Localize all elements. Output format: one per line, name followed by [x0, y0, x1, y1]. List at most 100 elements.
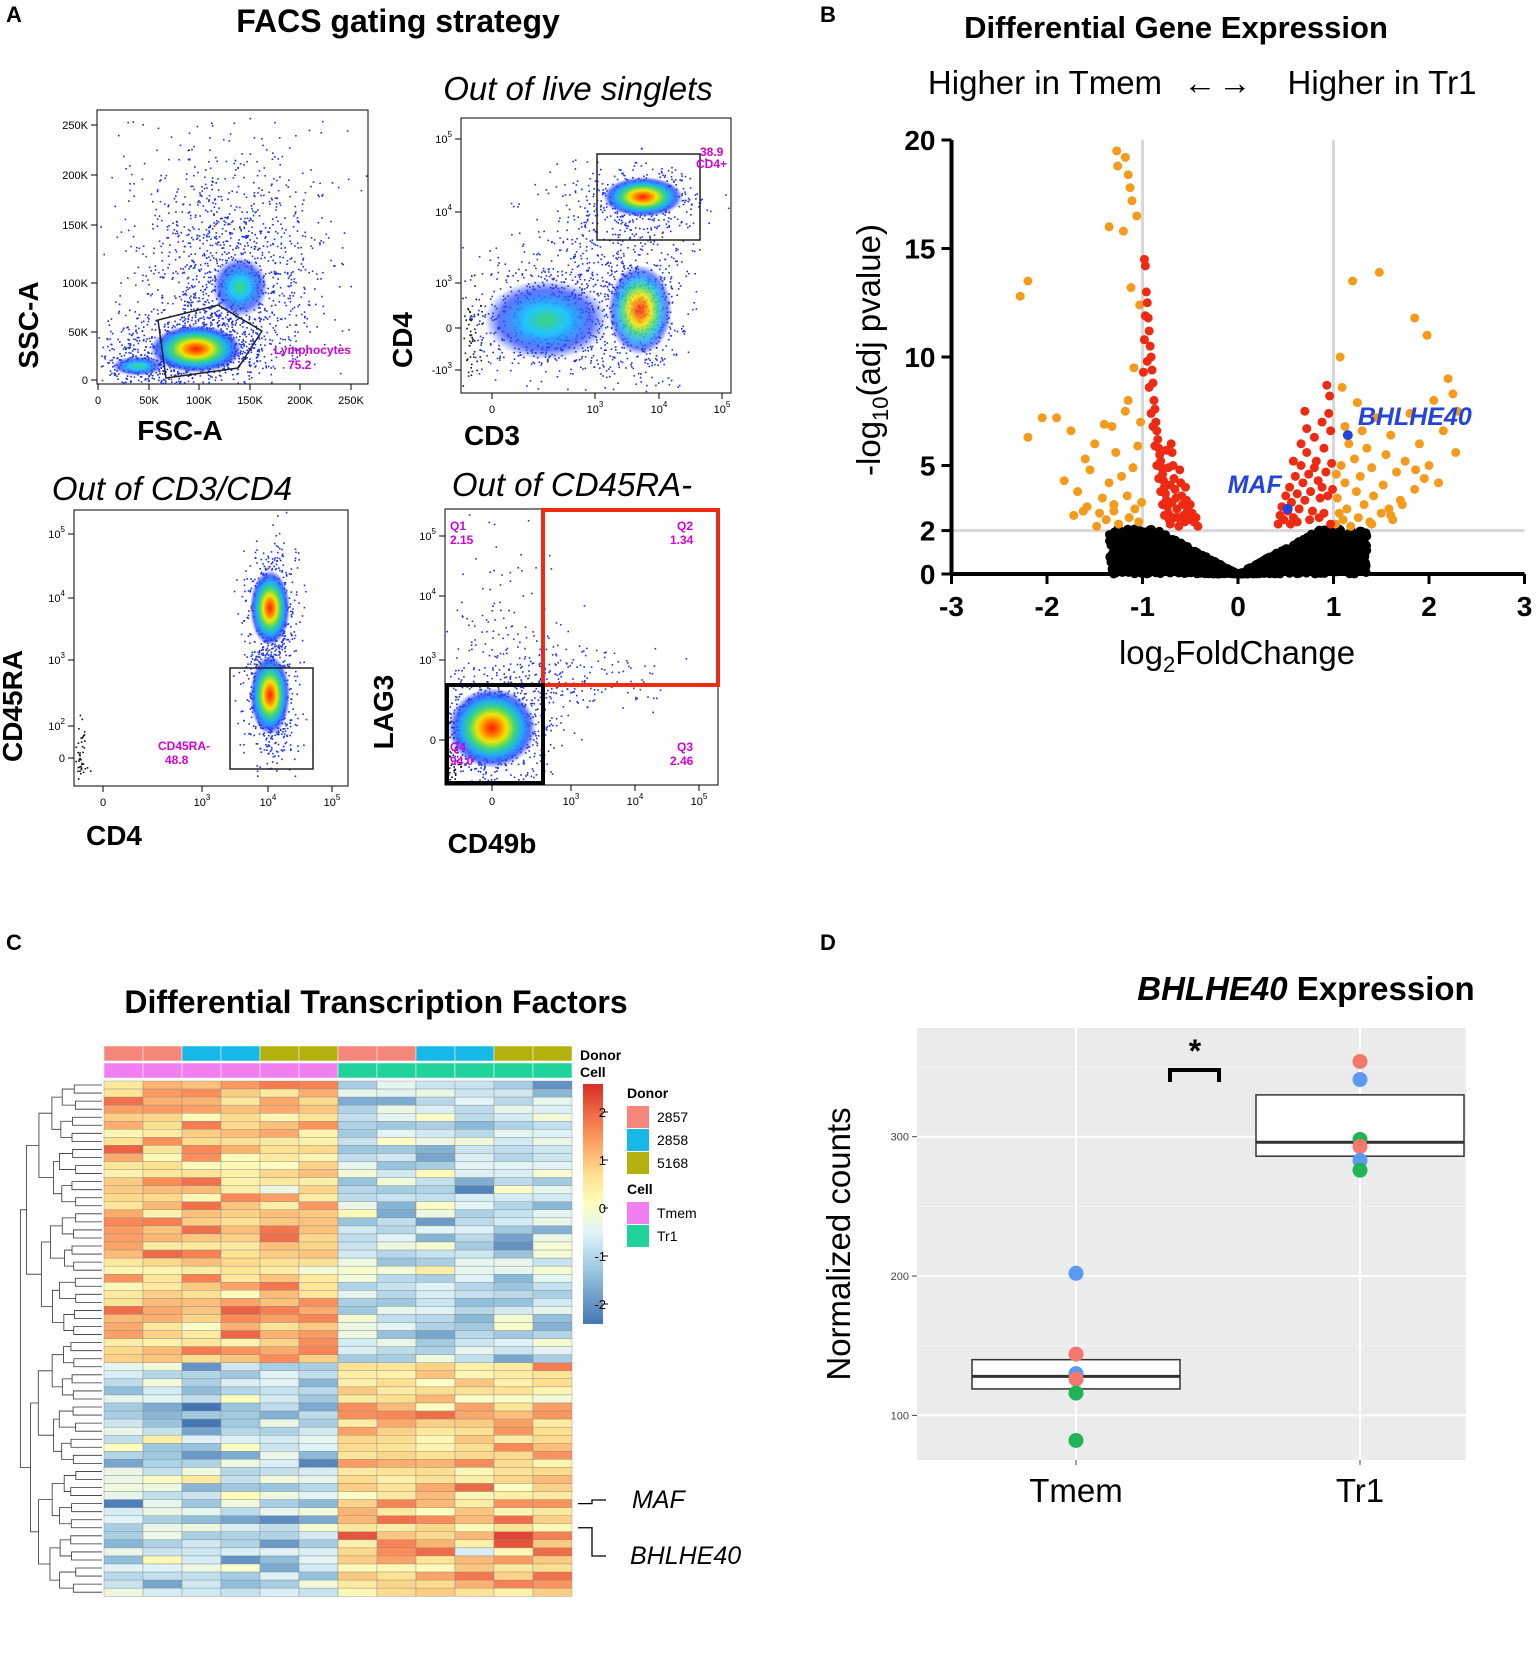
- facs1-dot: [113, 372, 115, 375]
- facs1-dot: [322, 271, 324, 274]
- facs1-dot: [192, 278, 194, 281]
- facs2-dot: [576, 282, 579, 284]
- facs1-dot: [206, 257, 208, 259]
- facs1-dot: [137, 317, 139, 319]
- facs2-dot: [627, 225, 629, 227]
- facs2-dot: [471, 337, 474, 339]
- facs1-dot: [216, 211, 218, 213]
- facs1-dot: [175, 381, 178, 383]
- facs3-dot: [237, 613, 240, 615]
- panel-a-title: FACS gating strategy: [236, 3, 560, 39]
- facs1-dot: [110, 318, 113, 320]
- facs2-dot: [608, 368, 610, 370]
- facs1-dot: [193, 297, 195, 299]
- facs2-dot: [603, 255, 606, 258]
- facs3-dot: [278, 644, 280, 647]
- facs1-dot: [258, 247, 260, 250]
- facs1-dot: [214, 198, 216, 200]
- facs1-dot: [268, 272, 271, 275]
- facs1-dot: [214, 312, 217, 315]
- facs1-dot: [213, 213, 215, 215]
- facs2-dot: [634, 251, 636, 253]
- facs1-dot: [268, 231, 270, 233]
- facs1-dot: [211, 313, 213, 315]
- facs1-dot: [127, 326, 129, 328]
- facs2-dot: [478, 373, 481, 375]
- facs2-dot: [555, 279, 558, 282]
- facs1-dot: [228, 140, 231, 142]
- facs2-dot: [601, 211, 604, 213]
- facs2-dot: [611, 283, 613, 286]
- facs2-dot: [677, 248, 679, 251]
- facs3-dot: [267, 650, 269, 653]
- facs1-dot: [259, 344, 262, 346]
- facs2-dot: [551, 278, 554, 280]
- facs3-dot: [261, 646, 264, 649]
- facs2-dot: [585, 214, 588, 217]
- facs1-dot: [150, 310, 153, 313]
- facs3-dot: [275, 750, 278, 753]
- facs1-dot: [227, 325, 230, 328]
- facs1-dot: [209, 271, 212, 274]
- facs1-dot: [251, 339, 253, 342]
- facs1-dot: [270, 359, 273, 362]
- facs1-dot: [164, 382, 167, 384]
- facs2-dot: [596, 273, 598, 276]
- facs1-dot: [228, 231, 231, 234]
- facs2-dot: [589, 240, 592, 242]
- facs1-dot: [170, 378, 173, 381]
- facs2-dot: [624, 224, 626, 226]
- facs1-dot: [190, 214, 192, 217]
- facs1-dot: [190, 284, 193, 287]
- facs2-dot: [508, 270, 511, 272]
- facs2-dot: [613, 373, 616, 375]
- facs1-dot: [217, 189, 220, 191]
- facs1-dot: [152, 228, 154, 230]
- facs1-dot: [215, 313, 218, 316]
- facs1-dot: [284, 345, 286, 348]
- facs2-dot: [589, 290, 592, 293]
- facs2-dot: [597, 261, 600, 264]
- facs2-dot: [512, 205, 515, 208]
- facs1-dot: [263, 356, 266, 358]
- facs1-dot: [285, 304, 288, 307]
- facs1-dot: [261, 251, 264, 254]
- facs2-dot: [630, 364, 632, 366]
- facs2-dot: [577, 200, 580, 202]
- facs3-dot: [243, 670, 246, 672]
- facs2-dot: [525, 269, 527, 271]
- facs2-dot: [624, 222, 627, 225]
- facs1-dot: [242, 339, 244, 341]
- facs2-dot: [678, 224, 681, 227]
- facs2-dot: [674, 216, 676, 218]
- facs2-dot: [609, 355, 611, 357]
- facs2-dot: [596, 244, 599, 247]
- facs2-dot: [604, 340, 606, 343]
- facs1-dot: [178, 380, 180, 383]
- facs1-dot: [265, 236, 267, 238]
- facs1-dot: [167, 205, 169, 208]
- facs3-dot: [294, 758, 296, 761]
- facs1-dot: [167, 255, 170, 257]
- facs1-dot: [187, 304, 189, 307]
- facs1-dot: [208, 282, 210, 284]
- facs1-dot: [208, 381, 210, 384]
- facs1-dot: [184, 196, 186, 198]
- facs2-dot: [614, 211, 616, 214]
- facs2-dot: [649, 237, 651, 239]
- facs2-dot: [667, 220, 670, 223]
- facs1-dot: [204, 288, 207, 290]
- facs1-dot: [170, 369, 172, 372]
- facs1-dot: [217, 321, 219, 324]
- facs2-dot: [559, 249, 562, 251]
- facs2-dot: [582, 252, 584, 255]
- facs2-dot: [501, 351, 503, 354]
- facs1-dot: [155, 208, 157, 211]
- facs1-dot: [188, 314, 190, 316]
- facs1-dot: [287, 336, 290, 338]
- facs2-dot: [639, 216, 641, 218]
- facs2-dot: [695, 198, 697, 200]
- facs2-dot: [540, 276, 543, 278]
- facs1-dot: [250, 246, 253, 249]
- facs2-dot: [659, 264, 662, 267]
